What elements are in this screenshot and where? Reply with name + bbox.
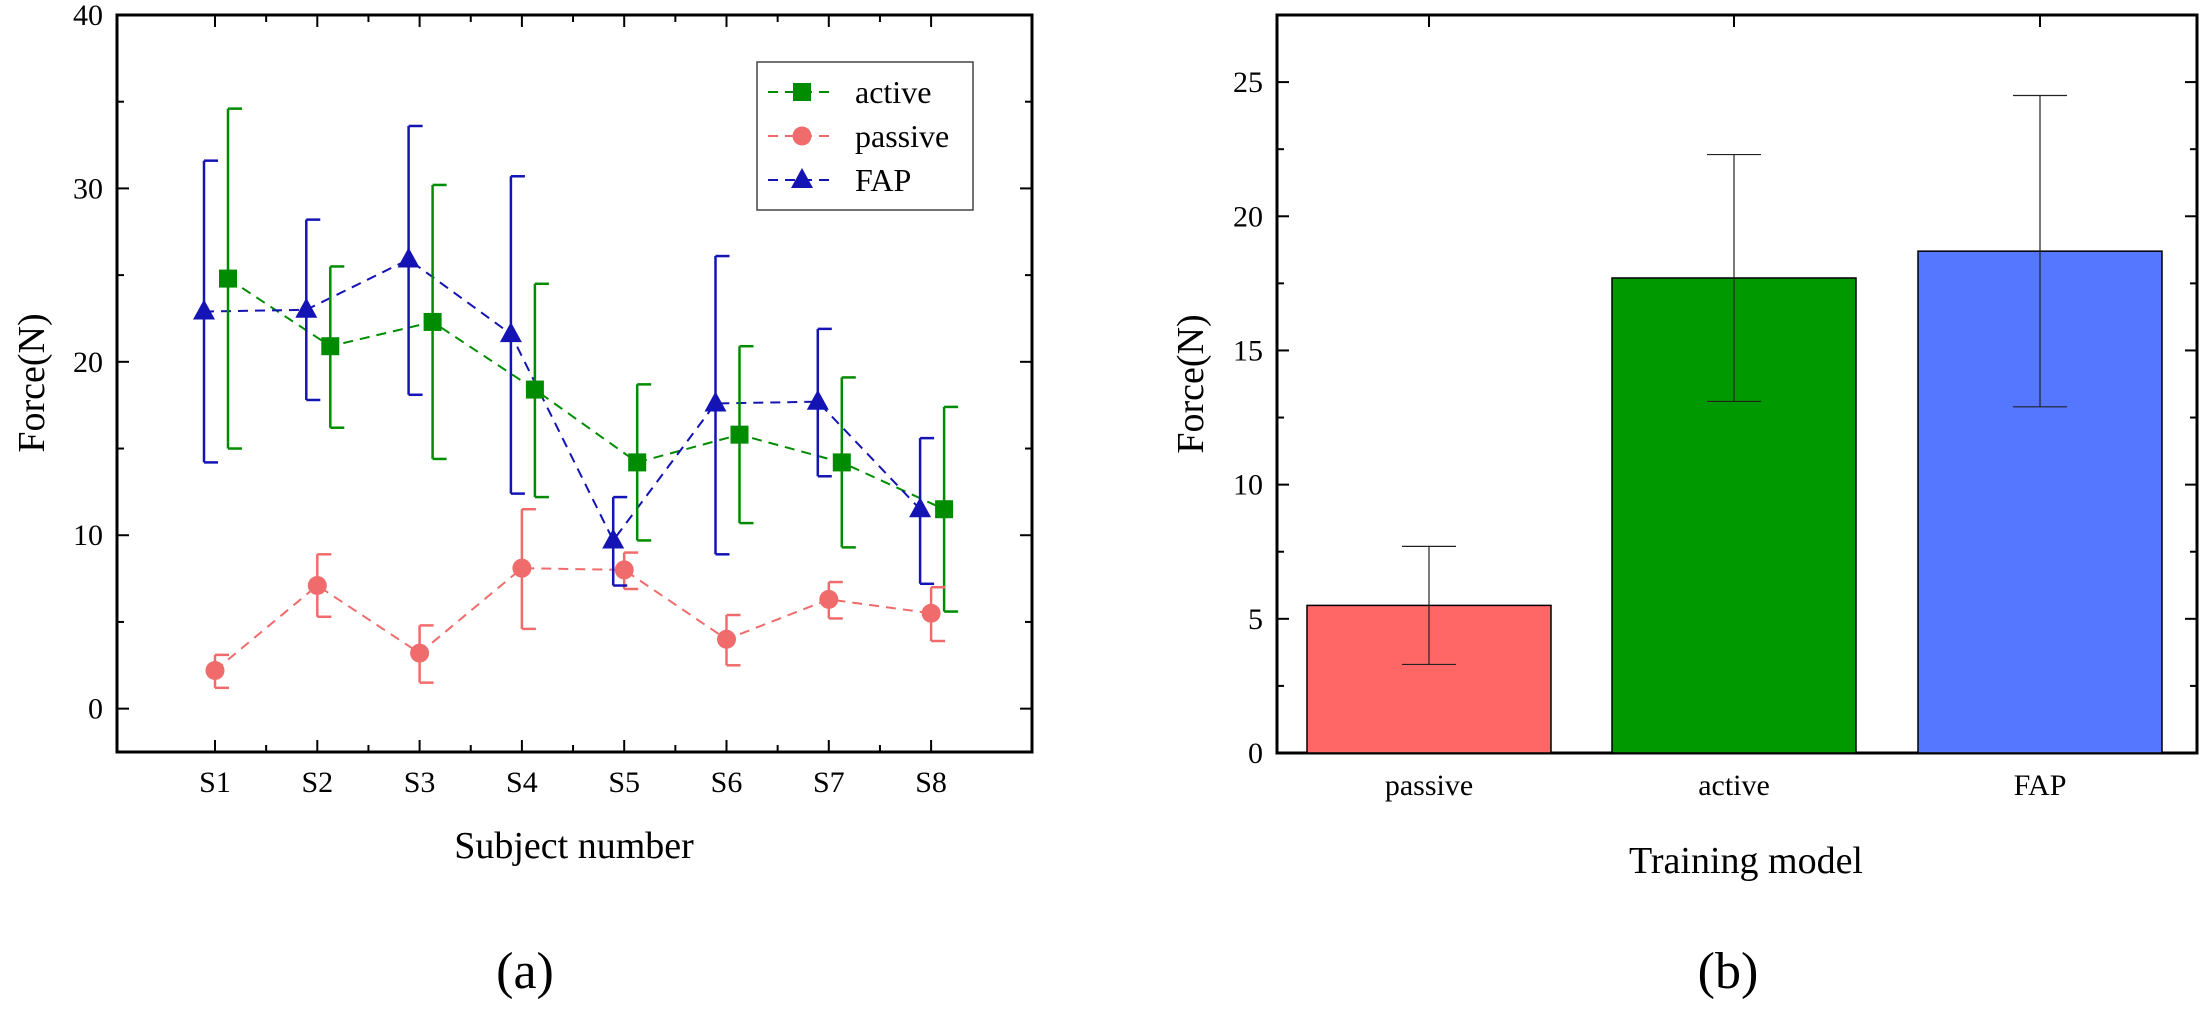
data-point-active — [423, 312, 442, 331]
data-point-fap — [193, 299, 215, 320]
y-tick-label: 0 — [88, 693, 103, 726]
data-point-active — [730, 425, 749, 444]
data-point-fap — [909, 497, 932, 518]
x-tick-label: S5 — [608, 766, 640, 799]
y-tick-label: 5 — [1248, 603, 1263, 636]
chart-a-series-lines — [203, 258, 945, 672]
x-tick-label: S1 — [199, 766, 231, 799]
chart-a-legend: active passive FAP — [756, 61, 974, 211]
data-point-active — [321, 337, 340, 356]
x-tick-label: passive — [1385, 769, 1473, 802]
data-point-passive — [512, 558, 532, 578]
chart-a-y-axis-label: Force(N) — [11, 313, 53, 452]
chart-a-tick-labels: 0 10 20 30 40 S1 S2 S3 S4 S5 S6 S7 S8 — [73, 0, 947, 799]
chart-b-error-bars — [1402, 94, 2067, 666]
data-point-fap — [397, 247, 420, 268]
y-tick-label: 10 — [73, 519, 103, 552]
data-point-passive — [921, 603, 941, 623]
data-point-active — [628, 453, 647, 472]
x-tick-label: S8 — [915, 766, 947, 799]
legend-marker-passive — [792, 126, 812, 146]
y-tick-label: 15 — [1233, 334, 1263, 367]
chart-b-tick-labels: 0 5 10 15 20 25 passive active FAP — [1233, 66, 2066, 802]
panel-label-b: (b) — [1698, 943, 1759, 1000]
chart-a: 0 10 20 30 40 S1 S2 S3 S4 S5 S6 S7 S8 Subject number… — [11, 0, 1034, 1000]
data-point-passive — [717, 629, 736, 649]
chart-a-ticks — [117, 14, 1032, 752]
y-tick-label: 0 — [1248, 737, 1263, 770]
series-line-fap — [203, 258, 921, 543]
chart-a-markers — [193, 247, 954, 680]
data-point-fap — [295, 297, 318, 318]
x-tick-label: S3 — [404, 766, 436, 799]
legend-marker-active — [793, 83, 811, 101]
y-tick-label: 20 — [1233, 200, 1263, 233]
x-tick-label: S2 — [301, 766, 333, 799]
series-line-active — [227, 277, 945, 511]
data-point-fap — [704, 391, 727, 412]
chart-a-frame — [115, 13, 1034, 754]
data-point-passive — [819, 589, 839, 609]
data-point-active — [832, 453, 851, 472]
chart-b-x-axis-label: Training model — [1629, 840, 1863, 882]
panel-label-a: (a) — [496, 943, 554, 1000]
data-point-active — [525, 380, 544, 399]
legend-label-passive: passive — [855, 118, 949, 154]
x-tick-label: S4 — [506, 766, 538, 799]
x-tick-label: S7 — [813, 766, 845, 799]
x-tick-label: active — [1698, 769, 1770, 802]
data-point-passive — [410, 643, 430, 663]
data-point-passive — [307, 576, 327, 596]
x-tick-label: S6 — [711, 766, 743, 799]
y-tick-label: 20 — [73, 346, 103, 379]
data-point-passive — [205, 660, 225, 680]
chart-b: 0 5 10 15 20 25 passive active FAP Training mode… — [1170, 13, 2199, 1000]
y-tick-label: 40 — [73, 0, 103, 32]
legend-label-active: active — [855, 74, 931, 110]
data-point-active — [219, 269, 237, 288]
data-point-active — [935, 500, 954, 519]
legend-label-fap: FAP — [855, 162, 911, 198]
y-tick-label: 30 — [73, 172, 103, 205]
data-point-fap — [806, 389, 829, 410]
data-point-fap — [602, 528, 625, 549]
chart-a-x-axis-label: Subject number — [454, 825, 694, 867]
data-point-fap — [499, 322, 522, 343]
legend-marker-fap — [791, 168, 813, 188]
x-tick-label: FAP — [2014, 769, 2067, 802]
data-point-passive — [614, 560, 634, 580]
y-tick-label: 25 — [1233, 66, 1263, 99]
chart-b-y-axis-label: Force(N) — [1170, 314, 1212, 453]
series-line-passive — [214, 567, 932, 672]
y-tick-label: 10 — [1233, 469, 1263, 502]
